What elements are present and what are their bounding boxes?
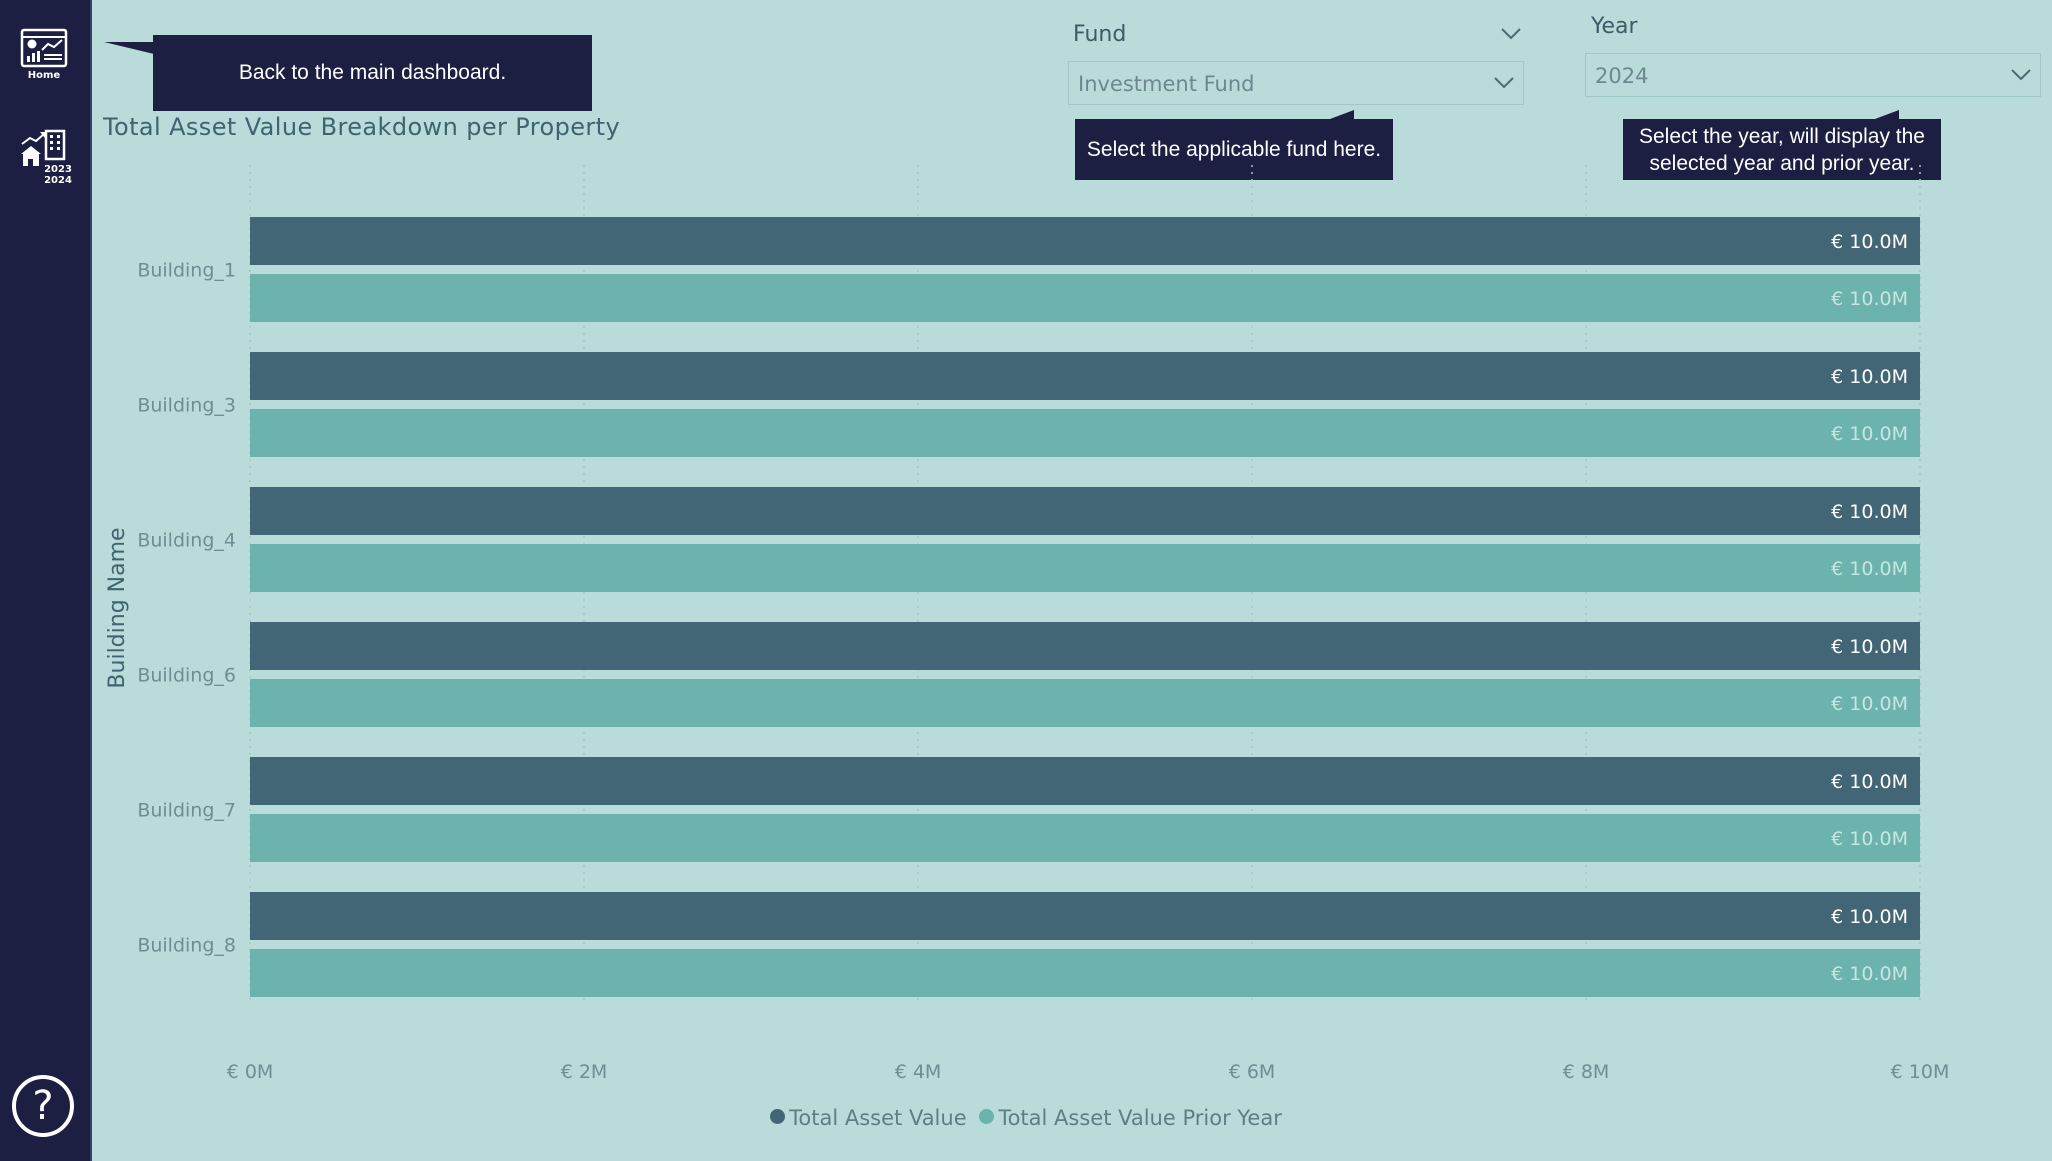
dashboard-icon [20,28,68,68]
home-label: Home [27,70,61,81]
y-category-label: Building_1 [137,260,236,282]
year-comparison-nav-button[interactable]: 2023 2024 [16,128,72,192]
legend-label-current: Total Asset Value [789,1106,967,1130]
year-slicer-title: Year [1591,14,1638,39]
fund-dropdown[interactable]: Investment Fund [1068,61,1524,105]
fund-tooltip: Select the applicable fund here. [1075,119,1393,180]
bar-current [250,487,1920,535]
bar-prior [250,679,1920,727]
fund-slicer-title: Fund [1073,22,1127,47]
bar-current [250,892,1920,940]
x-tick-label: € 2M [561,1061,608,1083]
data-label: € 10.0M [1831,423,1908,445]
home-nav-button[interactable]: Home [16,26,72,90]
x-tick-label: € 10M [1891,1061,1950,1083]
bar-current [250,622,1920,670]
bar-current [250,217,1920,265]
question-mark-icon: ? [32,1083,54,1129]
bar-prior [250,949,1920,997]
bar-prior [250,409,1920,457]
chart-title: Total Asset Value Breakdown per Property [103,113,621,141]
y-category-label: Building_8 [137,935,236,957]
year-tooltip-line1: Select the year, will display the [1639,125,1925,148]
chevron-down-icon [1494,77,1514,89]
bar-prior [250,274,1920,322]
x-tick-label: € 8M [1563,1061,1610,1083]
tooltip-pointer [1875,110,1899,119]
legend-item-prior[interactable]: Total Asset Value Prior Year [979,1106,1282,1130]
year-tooltip: Select the year, will display the select… [1623,119,1941,180]
tooltip-pointer [104,42,154,54]
year-tooltip-line2: selected year and prior year. [1649,152,1915,175]
y-category-label: Building_3 [137,395,236,417]
back-tooltip: Back to the main dashboard. [153,35,592,111]
fund-selected-value: Investment Fund [1078,72,1255,96]
bar-current [250,757,1920,805]
data-label: € 10.0M [1831,231,1908,253]
legend-dot-prior [979,1109,995,1124]
data-label: € 10.0M [1831,366,1908,388]
chart-legend: Total Asset Value Total Asset Value Prio… [0,1106,2052,1130]
y-category-label: Building_7 [137,800,236,822]
data-label: € 10.0M [1831,963,1908,985]
sidebar: Home 2023 2024 ? [0,0,92,1161]
year-2024-label: 2024 [44,175,72,186]
chevron-down-icon [2011,69,2031,81]
data-label: € 10.0M [1831,558,1908,580]
data-label: € 10.0M [1831,693,1908,715]
tooltip-pointer [1330,110,1354,119]
fund-collapse-chevron-icon[interactable] [1500,27,1522,41]
y-category-label: Building_6 [137,665,236,687]
year-2023-label: 2023 [44,164,72,175]
help-button[interactable]: ? [12,1075,74,1137]
x-tick-label: € 6M [1229,1061,1276,1083]
legend-label-prior: Total Asset Value Prior Year [998,1106,1282,1130]
year-selected-value: 2024 [1595,64,1649,88]
x-tick-label: € 0M [227,1061,274,1083]
bar-prior [250,814,1920,862]
data-label: € 10.0M [1831,636,1908,658]
data-label: € 10.0M [1831,828,1908,850]
legend-item-current[interactable]: Total Asset Value [770,1106,967,1130]
data-label: € 10.0M [1831,906,1908,928]
data-label: € 10.0M [1831,771,1908,793]
legend-dot-current [770,1109,786,1124]
data-label: € 10.0M [1831,501,1908,523]
building-growth-icon [21,129,66,166]
y-category-label: Building_4 [137,530,236,552]
bar-prior [250,544,1920,592]
data-label: € 10.0M [1831,288,1908,310]
x-tick-label: € 4M [895,1061,942,1083]
year-dropdown[interactable]: 2024 [1585,53,2041,97]
y-axis-title: Building Name [105,527,130,688]
bar-current [250,352,1920,400]
